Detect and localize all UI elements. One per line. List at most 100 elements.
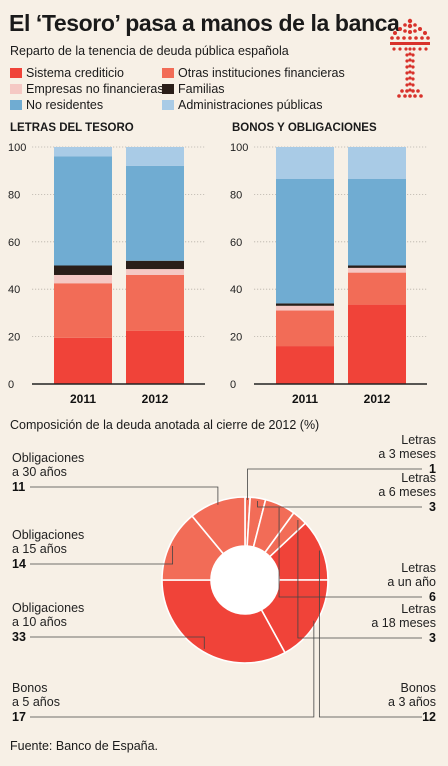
donut-label: a 3 años [388,695,436,709]
x-tick-label: 2012 [142,392,169,406]
letras-bar-segment [126,269,184,275]
donut-label: Obligaciones [12,451,84,465]
donut-label: a 6 meses [378,485,436,499]
legend: Sistema crediticio Otras instituciones f… [10,66,350,114]
legend-label: Otras instituciones financieras [178,66,345,80]
x-tick-label: 2011 [70,392,96,406]
legend-item: Empresas no financieras [10,82,164,96]
bonos-bar-segment [348,265,406,268]
leader-line [30,636,205,649]
letras-bar-segment [54,147,112,157]
x-tick-label: 2011 [292,392,318,406]
leader-line [30,545,174,565]
donut-label: Bonos [401,681,436,695]
letras-bar-segment [126,274,184,331]
donut-slice [161,579,287,664]
letras-bar-segment [54,156,112,266]
legend-swatch [162,68,174,78]
donut-label: Letras [401,471,436,485]
donut-label: a 3 meses [378,447,436,461]
leader-line [30,486,219,505]
donut-value: 17 [12,710,26,724]
bonos-bar-chart: 0 20 40 60 80 100 2011 2012 [230,142,427,406]
bonos-panel-title: BONOS Y OBLIGACIONES [232,122,377,134]
leader-line [318,550,422,718]
donut-label: a 18 meses [371,616,436,630]
donut-label: a un año [387,575,436,589]
y-tick-label: 100 [8,142,26,154]
source-note: Fuente: Banco de España. [10,739,159,753]
donut-label: Obligaciones [12,601,84,615]
letras-bar-segment [126,147,184,166]
letras-panel-title: LETRAS DEL TESORO [10,122,134,134]
leader-line [247,468,422,501]
y-tick-label: 80 [8,189,20,201]
donut-label: a 5 años [12,695,60,709]
legend-item: Otras instituciones financieras [162,66,345,80]
y-tick-label: 20 [8,332,20,344]
donut-value: 3 [429,500,436,514]
y-tick-label: 60 [230,237,242,249]
legend-label: Sistema crediticio [26,66,124,80]
leader-line [297,519,422,639]
legend-label: Administraciones públicas [178,98,323,112]
donut-value: 11 [12,480,25,494]
legend-label: Familias [178,82,225,96]
letras-bar-segment [54,265,112,275]
donut-value: 14 [12,557,26,571]
donut-label: Letras [401,561,436,575]
donut-title: Composición de la deuda anotada al cierr… [10,418,320,432]
leader-line [278,507,422,598]
x-tick-label: 2012 [364,392,391,406]
donut-slice [190,496,246,555]
leader-line [257,500,422,508]
bonos-bar-segment [276,305,334,311]
bonos-bar-segment [276,147,334,179]
tesoro-crown-logo [390,18,430,98]
legend-swatch [10,100,22,110]
donut-label: a 10 años [12,615,67,629]
bonos-bar-segment [348,147,406,179]
donut-label: Bonos [12,681,47,695]
donut-hole [211,546,279,614]
donut-value: 3 [429,631,436,645]
letras-bar-segment [54,274,112,284]
legend-item: Administraciones públicas [162,98,323,112]
y-tick-label: 40 [8,284,20,296]
donut-value: 12 [422,710,436,724]
legend-item: Sistema crediticio [10,66,124,80]
bonos-bar-segment [348,267,406,273]
letras-bar-segment [126,330,184,384]
donut-label: a 15 años [12,542,67,556]
bonos-bar-segment [276,346,334,384]
legend-swatch [10,68,22,78]
letras-bar-segment [54,283,112,338]
y-tick-label: 80 [230,189,242,201]
letras-bar-segment [126,165,184,261]
y-tick-label: 40 [230,284,242,296]
legend-item: Familias [162,82,225,96]
legend-item: No residentes [10,98,103,112]
bonos-bar-segment [276,178,334,304]
bonos-bar-segment [276,310,334,347]
letras-bar-segment [126,260,184,270]
donut-value: 33 [12,630,26,644]
y-tick-label: 60 [8,237,20,249]
legend-swatch [10,84,22,94]
donut-label: Letras [401,602,436,616]
y-tick-label: 0 [230,379,236,391]
y-tick-label: 20 [230,332,242,344]
donut-label: Letras [401,433,436,447]
donut-value: 6 [429,590,436,604]
bonos-bar-segment [348,178,406,266]
donut-label: Obligaciones [12,528,84,542]
bonos-bar-segment [348,272,406,305]
legend-label: No residentes [26,98,104,112]
y-tick-label: 0 [8,379,14,391]
donut-label: a 30 años [12,465,67,479]
page-title: El ‘Tesoro’ pasa a manos de la banca [9,10,400,36]
donut-value: 1 [429,462,436,476]
letras-bar-chart: 0 20 40 60 80 100 2011 2012 [8,142,205,406]
bonos-bar-segment [276,303,334,306]
